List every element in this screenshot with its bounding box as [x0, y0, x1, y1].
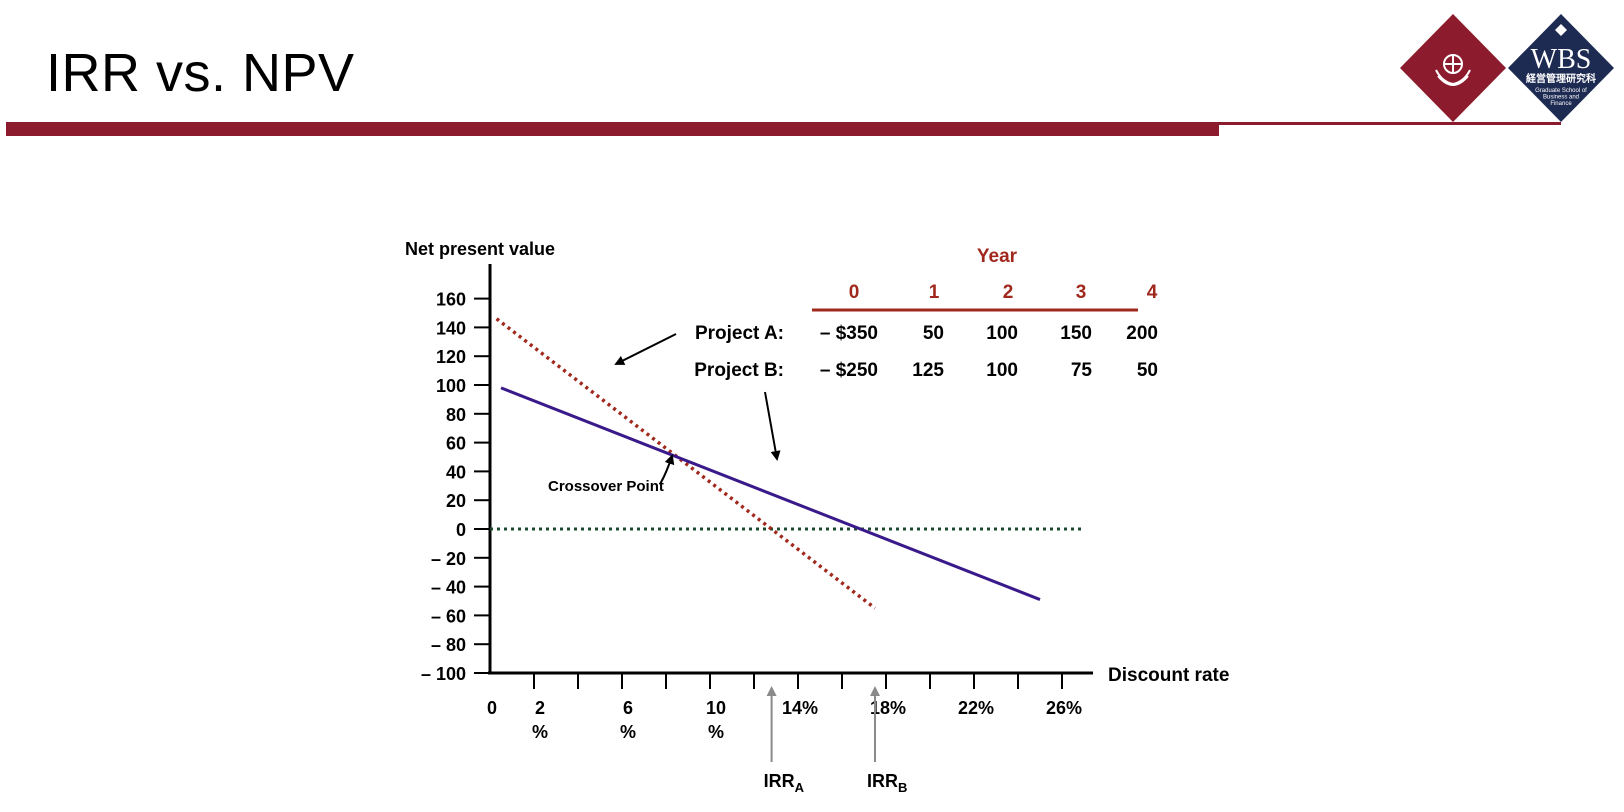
x-tick-label: 18% — [870, 698, 906, 718]
y-tick-label: 100 — [436, 376, 466, 396]
x-tick-label: 26% — [1046, 698, 1082, 718]
crossover-arrow — [659, 454, 675, 485]
x-tick-label: 10% — [706, 698, 726, 742]
university-crest-icon — [1435, 54, 1471, 86]
logo-brand: WBS — [1531, 44, 1592, 75]
year-label: 2 — [1003, 282, 1014, 303]
y-tick-label: 0 — [456, 520, 466, 540]
irr-b-label: IRRB — [867, 771, 907, 795]
logo-kanji: 経営管理研究科 — [1526, 72, 1596, 85]
table-cell: 150 — [1060, 323, 1092, 344]
y-tick-label: 20 — [446, 491, 466, 511]
y-tick-label: 80 — [446, 405, 466, 425]
year-header: Year — [977, 246, 1018, 267]
title-underline-thick — [6, 122, 1219, 136]
table-cell: – $250 — [820, 360, 878, 381]
wbs-diamond — [1508, 14, 1614, 122]
irr-a-label: IRRA — [764, 771, 805, 795]
table-cell: 100 — [986, 323, 1018, 344]
table-cell: 200 — [1126, 323, 1158, 344]
x-tick-label: 22% — [958, 698, 994, 718]
project-a-pointer-arrow — [614, 333, 677, 365]
y-tick-label: 140 — [436, 318, 466, 338]
y-tick-label: 40 — [446, 462, 466, 482]
wbs-logo: WBS 経営管理研究科 Graduate School of Business a… — [1400, 14, 1614, 122]
title-underline-thin — [1219, 122, 1561, 125]
x-tick-label: 0 — [487, 698, 497, 718]
year-label: 0 — [849, 282, 860, 303]
y-tick-label: 160 — [436, 290, 466, 310]
year-label: 3 — [1076, 282, 1087, 303]
table-cell: 125 — [912, 360, 944, 381]
y-tick-label: – 20 — [431, 549, 466, 569]
x-tick-label: 14% — [782, 698, 818, 718]
year-label: 1 — [929, 282, 940, 303]
table-cell: 100 — [986, 360, 1018, 381]
project-b-pointer-arrow — [764, 391, 781, 461]
small-diamond-icon — [1555, 24, 1567, 36]
y-tick-label: – 80 — [431, 635, 466, 655]
slide-title: IRR vs. NPV — [46, 43, 355, 103]
y-tick-label: 60 — [446, 434, 466, 454]
series-line-project-a — [495, 317, 877, 610]
y-tick-label: – 100 — [421, 664, 466, 684]
x-tick-label: 2% — [532, 698, 548, 742]
logo-subtitle: Graduate School of Business and Finance — [1535, 88, 1587, 107]
table-cell: 50 — [923, 323, 944, 344]
table-cell: 75 — [1071, 360, 1093, 381]
table-row-label: Project A: — [695, 323, 784, 344]
table-row-label: Project B: — [694, 360, 784, 381]
y-tick-label: – 40 — [431, 578, 466, 598]
y-tick-label: – 60 — [431, 606, 466, 626]
table-cell: – $350 — [820, 323, 878, 344]
y-axis-title: Net present value — [405, 239, 555, 259]
table-cell: 50 — [1137, 360, 1158, 381]
x-axis-title: Discount rate — [1108, 665, 1229, 686]
series-line-project-b — [500, 386, 1041, 601]
y-tick-label: 120 — [436, 347, 466, 367]
crossover-label: Crossover Point — [548, 478, 664, 495]
year-label: 4 — [1147, 282, 1158, 303]
x-tick-label: 6% — [620, 698, 636, 742]
